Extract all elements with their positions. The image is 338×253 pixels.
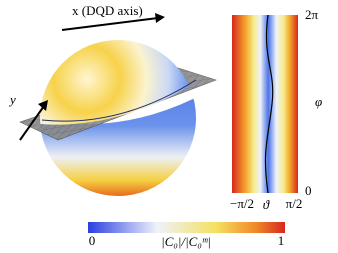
colorbar-tick-label: 1 [278,233,285,248]
colorbar-label: |C₀|/|C₀ᵐ| [161,234,211,249]
phi-tick-label: 2π [305,7,319,22]
phi-tick-label: 0 [305,183,312,198]
x-axis-label: x (DQD axis) [72,3,143,18]
theta-tick-label: π/2 [286,196,303,211]
x-arrow-head [155,13,165,23]
colorbar-tick-label: 0 [89,233,96,248]
y-arrow [19,105,45,141]
y-axis-label: y [8,92,16,107]
phi-label: φ [315,94,322,109]
nodal-line [41,79,197,122]
y-arrow-head [38,100,48,111]
theta-tick-label: −π/2 [230,196,254,211]
colorbar [88,222,285,233]
x-arrow [61,17,159,31]
theta-label: ϑ [263,197,270,212]
map-nodal-curve [264,14,274,194]
